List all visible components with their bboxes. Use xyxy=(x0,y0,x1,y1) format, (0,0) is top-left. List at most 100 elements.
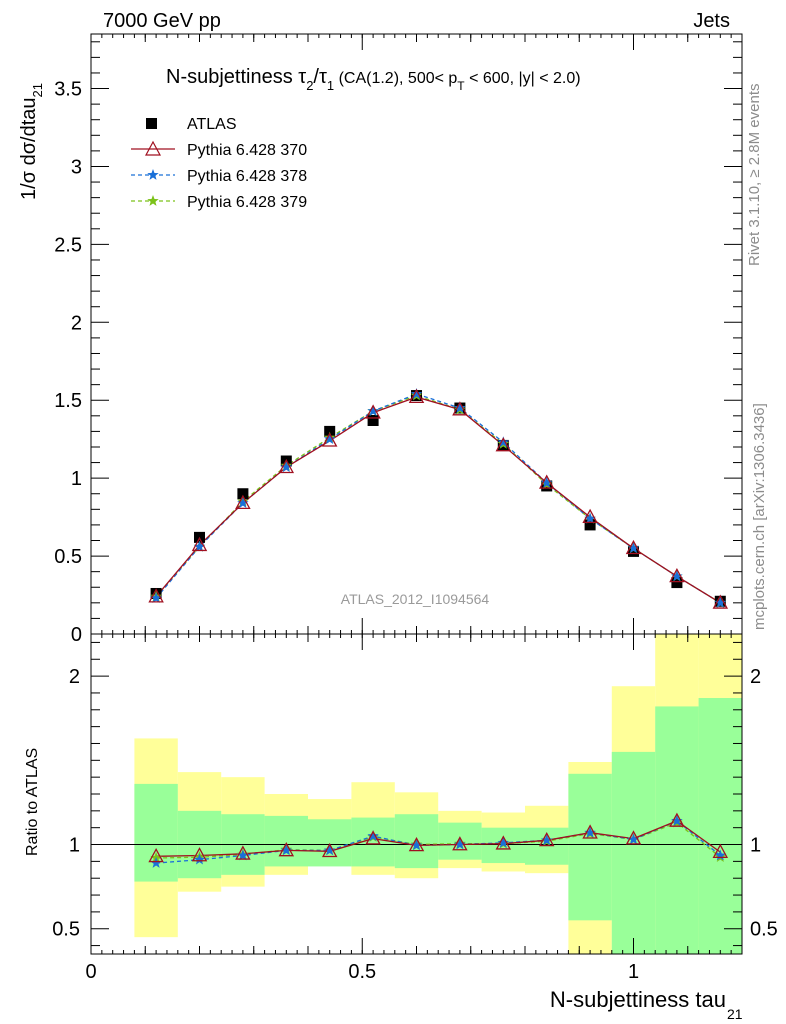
ratio-marker-370 xyxy=(321,842,338,858)
ratio-marker-370 xyxy=(712,843,729,859)
ratio-marker-378 xyxy=(454,838,466,850)
legend-marker-378 xyxy=(147,169,159,180)
main-y-tick-label: 3 xyxy=(71,156,82,178)
ratio-marker-370 xyxy=(148,847,164,863)
main-series-group xyxy=(148,388,729,609)
title-tau1: τ xyxy=(319,66,327,88)
title-cuts-a: (CA(1.2), 500< p xyxy=(334,70,457,87)
series-line-370 xyxy=(155,396,721,604)
ratio-inner-band xyxy=(698,698,742,954)
axis-tick-labels: 0 0.5 100.511.522.533.50.5 0.51 12 2 xyxy=(52,79,778,983)
main-y-tick-label: 2.5 xyxy=(54,234,82,256)
x-tick-label: 0.5 xyxy=(348,961,376,983)
series-marker-378 xyxy=(714,596,727,608)
series-marker-378 xyxy=(410,388,423,399)
x-axis-label-sub: 21 xyxy=(727,1006,743,1022)
ratio-y-tick-label-right: 0.5 xyxy=(750,919,778,941)
legend-label-370: Pythia 6.428 370 xyxy=(187,142,307,159)
ratio-y-tick-label: 2 xyxy=(69,666,80,688)
ratio-marker-370 xyxy=(625,830,642,845)
data-point xyxy=(671,577,683,589)
ratio-marker-378 xyxy=(671,814,683,826)
ratio-marker-378 xyxy=(497,836,510,848)
series-marker-378 xyxy=(193,540,206,552)
analysis-label: ATLAS_2012_I1094564 xyxy=(341,591,490,607)
ratio-marker-378 xyxy=(237,849,249,861)
ratio-marker-378 xyxy=(714,849,727,861)
legend-label-379: Pythia 6.428 379 xyxy=(187,194,307,211)
ratio-marker-370 xyxy=(452,836,468,851)
legend-label-atlas: ATLAS xyxy=(187,116,237,133)
series-marker-370 xyxy=(582,508,598,524)
ratio-marker-378 xyxy=(410,839,423,851)
series-marker-378 xyxy=(627,542,640,554)
main-y-axis-label-sub: 21 xyxy=(30,83,45,97)
process-label: Jets xyxy=(693,10,730,32)
data-point xyxy=(584,519,596,531)
ratio-inner-band xyxy=(264,815,308,867)
rivet-label: Rivet 3.1.10, ≥ 2.8M events xyxy=(746,84,763,267)
ratio-marker-378 xyxy=(193,853,206,865)
series-marker-370 xyxy=(495,437,512,452)
ratio-marker-370 xyxy=(191,847,208,862)
ratio-marker-378 xyxy=(367,830,379,841)
ratio-marker-378 xyxy=(540,834,553,846)
ratio-marker-378 xyxy=(150,857,162,868)
series-marker-370 xyxy=(191,536,208,552)
main-y-tick-label: 0 xyxy=(71,624,82,646)
series-marker-370 xyxy=(669,567,685,583)
x-axis-label: N-subjettiness tau xyxy=(550,987,726,1012)
series-marker-378 xyxy=(584,512,596,524)
ratio-marker-378 xyxy=(280,844,293,856)
data-point xyxy=(367,414,379,426)
main-y-tick-label: 1 xyxy=(71,468,82,490)
series-marker-370 xyxy=(452,401,468,416)
ratio-inner-band xyxy=(308,819,352,867)
ratio-line-378 xyxy=(156,820,721,864)
title-main: N-subjettiness xyxy=(166,66,298,88)
ratio-marker-370 xyxy=(408,837,425,852)
legend: ATLAS Pythia 6.428 370 Pythia 6.428 378 … xyxy=(131,116,307,211)
energy-label: 7000 GeV pp xyxy=(103,10,221,32)
chart-title: N-subjettiness τ2/τ1 (CA(1.2), 500< pT <… xyxy=(166,66,581,93)
ratio-inner-band xyxy=(568,773,612,921)
mcplots-label: mcplots.cern.ch [arXiv:1306.3436] xyxy=(751,403,768,630)
ratio-y-tick-label-right: 2 xyxy=(750,666,761,688)
data-point xyxy=(237,488,249,500)
series-marker-378 xyxy=(671,570,683,582)
ratio-marker-370 xyxy=(278,842,295,857)
series-marker-370 xyxy=(365,404,381,419)
series-marker-378 xyxy=(323,433,336,445)
data-point xyxy=(324,425,336,437)
ratio-series-group xyxy=(148,812,729,868)
main-y-tick-label: 2 xyxy=(71,312,82,334)
ratio-y-tick-label: 1 xyxy=(69,835,80,857)
series-marker-370 xyxy=(538,474,555,489)
ratio-marker-370 xyxy=(669,812,685,827)
title-slash: / xyxy=(313,66,319,88)
main-y-tick-label: 0.5 xyxy=(54,546,82,568)
ratio-marker-370 xyxy=(235,845,251,860)
series-marker-378 xyxy=(150,592,162,604)
series-marker-370 xyxy=(408,388,425,404)
series-marker-370 xyxy=(712,594,729,609)
series-marker-370 xyxy=(625,539,642,555)
title-cuts-b: < 600, |y| < 2.0) xyxy=(465,70,581,87)
ratio-line-370 xyxy=(156,820,721,857)
ratio-marker-378 xyxy=(584,826,596,838)
legend-marker-379 xyxy=(147,195,159,206)
legend-marker-370 xyxy=(144,140,162,156)
series-marker-378 xyxy=(540,476,553,488)
axis-ticks xyxy=(90,34,743,954)
ratio-inner-band xyxy=(611,751,656,954)
title-subT: T xyxy=(457,79,465,93)
ratio-y-axis-label: Ratio to ATLAS xyxy=(24,748,41,856)
ratio-marker-378 xyxy=(627,833,640,845)
series-marker-370 xyxy=(235,494,251,509)
ratio-y-tick-label: 0.5 xyxy=(52,919,80,941)
series-marker-378 xyxy=(367,405,379,416)
ratio-y-tick-label-right: 1 xyxy=(750,835,761,857)
ratio-inner-band xyxy=(134,783,178,882)
ratio-marker-370 xyxy=(495,835,512,850)
